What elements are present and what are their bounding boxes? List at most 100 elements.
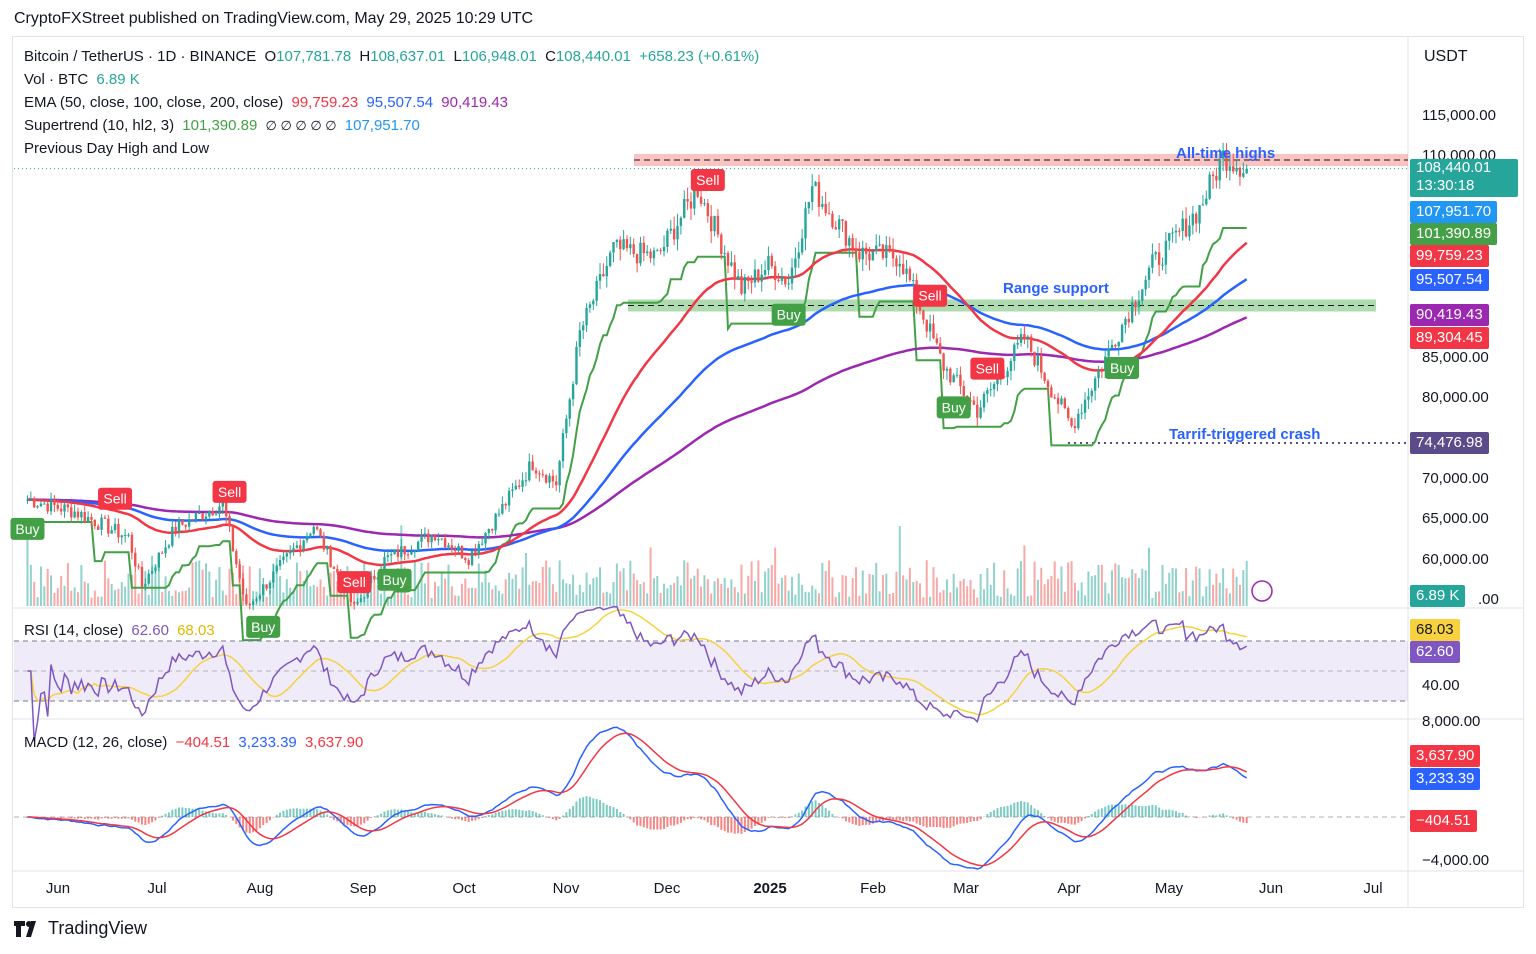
volume-bar bbox=[945, 579, 948, 606]
time-tick-label: Feb bbox=[860, 880, 886, 897]
macd-hist-bar bbox=[602, 802, 605, 817]
candle-body bbox=[683, 198, 686, 218]
candle-body bbox=[1110, 344, 1114, 349]
volume-bar bbox=[53, 592, 56, 606]
volume-bar bbox=[413, 560, 416, 606]
legend-symbol-row: Bitcoin / TetherUS · 1D · BINANCE O107,7… bbox=[24, 48, 763, 65]
macd-hist-bar bbox=[316, 809, 319, 817]
volume-bar bbox=[171, 595, 174, 606]
volume-bar bbox=[1238, 584, 1241, 606]
macd-hist-bar bbox=[703, 817, 706, 821]
macd-hist-bar bbox=[464, 817, 467, 822]
volume-bar bbox=[898, 526, 901, 606]
macd-hist-bar bbox=[157, 817, 160, 818]
annotation-tariff-crash: Tarrif-triggered crash bbox=[1169, 426, 1320, 443]
volume-bar bbox=[70, 590, 73, 606]
candle-body bbox=[26, 499, 29, 501]
volume-bar bbox=[487, 582, 490, 606]
legend-symbol[interactable]: Bitcoin / TetherUS · 1D · BINANCE bbox=[24, 48, 257, 65]
volume-bar bbox=[760, 592, 763, 606]
macd-hist-bar bbox=[87, 817, 90, 819]
candle-body bbox=[1235, 167, 1238, 172]
signal-label: Buy bbox=[942, 399, 966, 415]
macd-hist-bar bbox=[407, 811, 410, 817]
volume-bar bbox=[1033, 561, 1036, 606]
price-tick-label: 60,000.00 bbox=[1422, 551, 1489, 568]
volume-bar bbox=[437, 586, 440, 606]
macd-hist-bar bbox=[299, 808, 302, 817]
macd-hist-bar bbox=[1148, 805, 1151, 817]
legend-c-label: C bbox=[545, 48, 556, 65]
macd-hist-bar bbox=[322, 813, 325, 817]
legend-rsi-label[interactable]: RSI (14, close) bbox=[24, 622, 124, 639]
macd-hist-bar bbox=[855, 817, 858, 825]
volume-bar bbox=[474, 588, 477, 606]
candle-body bbox=[679, 217, 683, 226]
candle-body bbox=[235, 551, 238, 565]
volume-bar bbox=[450, 586, 453, 606]
candle-body bbox=[760, 274, 763, 282]
candle-body bbox=[635, 254, 639, 264]
tradingview-logo[interactable]: TradingView bbox=[14, 918, 147, 939]
macd-hist-bar bbox=[871, 817, 874, 824]
volume-bar bbox=[501, 593, 504, 606]
candle-body bbox=[1164, 240, 1168, 265]
macd-hist-bar bbox=[592, 798, 595, 817]
macd-hist-bar bbox=[791, 816, 794, 817]
candle-body bbox=[750, 280, 753, 283]
macd-hist-bar bbox=[417, 812, 420, 817]
candle-body bbox=[784, 276, 787, 285]
volume-bar bbox=[477, 563, 480, 606]
candle-body bbox=[504, 503, 507, 506]
volume-bar bbox=[686, 562, 689, 606]
macd-hist-bar bbox=[1161, 809, 1164, 817]
legend-ema-label[interactable]: EMA (50, close, 100, close, 200, close) bbox=[24, 94, 284, 111]
volume-bar bbox=[531, 581, 534, 606]
candle-body bbox=[191, 519, 194, 521]
candle-body bbox=[743, 277, 747, 294]
macd-hist-bar bbox=[380, 813, 383, 817]
volume-bar bbox=[134, 572, 137, 606]
macd-hist-bar bbox=[460, 817, 463, 821]
candle-body bbox=[460, 545, 464, 559]
macd-hist-bar bbox=[208, 811, 211, 817]
candle-body bbox=[841, 219, 844, 221]
price-scale-currency[interactable]: USDT bbox=[1424, 48, 1468, 65]
volume-bar bbox=[949, 592, 952, 606]
macd-hist-bar bbox=[956, 817, 959, 825]
macd-hist-bar bbox=[295, 808, 298, 817]
price-tag: 99,759.23 bbox=[1410, 245, 1489, 267]
volume-bar bbox=[322, 586, 325, 606]
candle-body bbox=[1245, 168, 1248, 174]
macd-hist-bar bbox=[279, 812, 282, 817]
candle-body bbox=[1218, 158, 1221, 181]
macd-hist-bar bbox=[282, 810, 285, 817]
legend-pdhl-label[interactable]: Previous Day High and Low bbox=[24, 140, 210, 157]
sell-signal: Sell bbox=[690, 168, 725, 191]
legend-macd-signal: 3,637.90 bbox=[304, 734, 364, 751]
volume-bar bbox=[871, 574, 874, 606]
legend-st-label[interactable]: Supertrend (10, hl2, 3) bbox=[24, 117, 175, 134]
volume-bar bbox=[299, 571, 302, 606]
candle-body bbox=[955, 374, 959, 376]
volume-bar bbox=[204, 563, 207, 606]
macd-hist-bar bbox=[969, 817, 972, 822]
macd-hist-bar bbox=[612, 807, 615, 817]
volume-bar bbox=[248, 566, 251, 606]
candle-body bbox=[585, 307, 588, 326]
volume-bar bbox=[925, 560, 928, 606]
candle-body bbox=[36, 506, 39, 508]
volume-bar bbox=[723, 577, 726, 606]
volume-bar bbox=[787, 590, 790, 606]
volume-bar bbox=[1174, 568, 1177, 606]
volume-bar bbox=[161, 592, 164, 606]
legend-macd-label[interactable]: MACD (12, 26, close) bbox=[24, 734, 168, 751]
candle-body bbox=[952, 375, 955, 383]
volume-bar bbox=[733, 587, 736, 606]
macd-hist-bar bbox=[649, 817, 652, 830]
volume-bar bbox=[629, 560, 632, 606]
candle-body bbox=[326, 546, 329, 550]
legend-vol-label[interactable]: Vol · BTC bbox=[24, 71, 89, 88]
volume-bar bbox=[386, 597, 389, 606]
